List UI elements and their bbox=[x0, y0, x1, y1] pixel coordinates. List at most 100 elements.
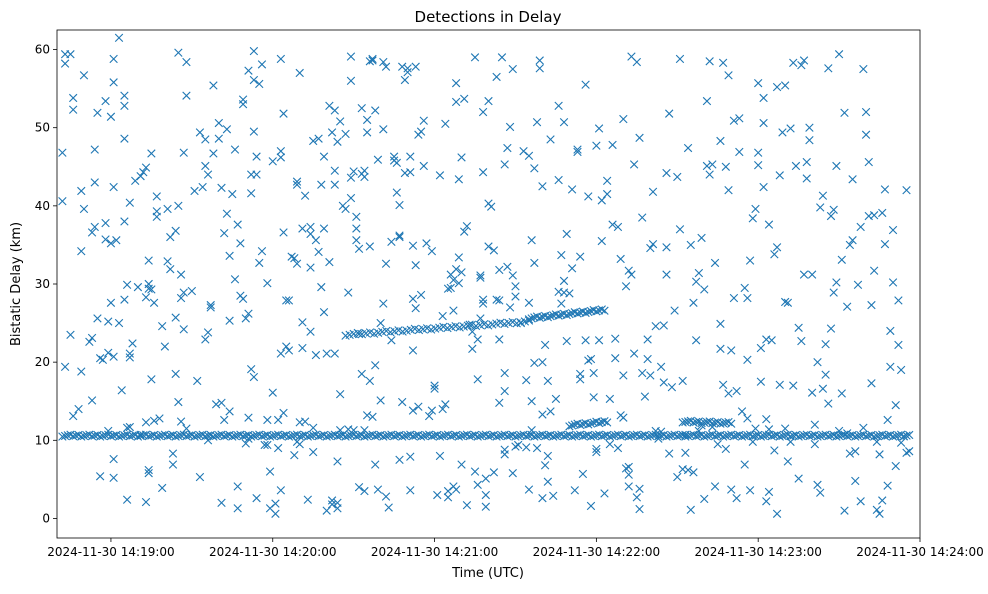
detection-point bbox=[220, 432, 229, 441]
detection-point bbox=[354, 244, 364, 254]
detection-point bbox=[379, 125, 388, 134]
detection-point bbox=[748, 214, 757, 223]
detection-point bbox=[851, 447, 860, 456]
detection-point bbox=[373, 155, 383, 164]
detection-point bbox=[816, 431, 825, 441]
detection-point bbox=[778, 431, 787, 441]
detection-point bbox=[66, 50, 75, 59]
detection-point bbox=[605, 432, 615, 441]
detection-point bbox=[683, 417, 693, 426]
detection-point bbox=[813, 432, 822, 441]
detection-point bbox=[492, 295, 501, 304]
detection-point bbox=[576, 252, 585, 261]
detection-point bbox=[333, 432, 342, 441]
detection-point bbox=[147, 285, 156, 294]
detection-point bbox=[95, 432, 105, 441]
detection-point bbox=[389, 152, 399, 161]
detection-point bbox=[594, 124, 604, 133]
detection-point bbox=[861, 432, 871, 441]
detection-point bbox=[532, 443, 542, 453]
detection-point bbox=[330, 166, 339, 175]
detection-point bbox=[236, 239, 245, 248]
detection-point bbox=[182, 432, 191, 441]
detection-point bbox=[155, 431, 164, 441]
detection-point bbox=[470, 53, 480, 62]
detection-point bbox=[93, 314, 102, 323]
detection-point bbox=[780, 81, 790, 90]
detection-point bbox=[406, 152, 415, 161]
detection-point bbox=[268, 431, 277, 441]
detection-point bbox=[257, 432, 267, 441]
detection-point bbox=[125, 198, 135, 207]
y-tick-label: 10 bbox=[35, 433, 50, 447]
detection-point bbox=[303, 495, 312, 504]
detection-point bbox=[762, 497, 771, 506]
detection-point bbox=[557, 250, 566, 260]
detection-point bbox=[780, 297, 790, 307]
detection-point bbox=[624, 482, 633, 491]
detection-point bbox=[524, 151, 534, 161]
detection-point bbox=[716, 319, 725, 329]
detection-point bbox=[500, 160, 509, 169]
detection-point bbox=[740, 431, 749, 441]
detection-point bbox=[584, 420, 593, 429]
detection-point bbox=[384, 503, 393, 512]
detection-point bbox=[454, 432, 464, 441]
detection-point bbox=[273, 443, 283, 453]
detection-point bbox=[665, 431, 674, 441]
detection-point bbox=[732, 386, 741, 396]
detection-point bbox=[511, 282, 520, 291]
detection-point bbox=[362, 115, 372, 125]
detection-point bbox=[605, 440, 615, 449]
detection-point bbox=[314, 134, 323, 143]
detection-point bbox=[263, 415, 272, 425]
detection-point bbox=[600, 417, 609, 426]
detection-point bbox=[856, 222, 865, 232]
detection-point bbox=[600, 489, 609, 498]
detection-point bbox=[260, 440, 269, 450]
detection-point bbox=[648, 187, 658, 196]
detection-point bbox=[549, 432, 558, 441]
detection-point bbox=[365, 376, 375, 386]
detection-point bbox=[249, 46, 259, 56]
detection-point bbox=[90, 145, 99, 154]
detection-point bbox=[573, 147, 582, 157]
detection-point bbox=[282, 296, 291, 305]
detection-point bbox=[678, 376, 687, 386]
detection-point bbox=[888, 278, 898, 287]
detection-point bbox=[114, 318, 124, 328]
detection-point bbox=[303, 432, 312, 441]
detection-point bbox=[737, 432, 747, 441]
detection-point bbox=[77, 186, 86, 196]
detection-point bbox=[395, 455, 404, 465]
detection-point bbox=[77, 246, 86, 256]
detection-point bbox=[322, 432, 331, 441]
detection-point bbox=[597, 432, 606, 441]
detection-point bbox=[268, 388, 277, 397]
detection-point bbox=[516, 318, 526, 328]
detection-point bbox=[511, 442, 520, 451]
detection-point bbox=[613, 443, 623, 453]
detection-point bbox=[584, 356, 593, 365]
detection-point bbox=[265, 432, 275, 441]
detection-point bbox=[465, 432, 474, 441]
detection-point bbox=[246, 364, 256, 374]
detection-point bbox=[476, 431, 485, 441]
detection-point bbox=[708, 422, 717, 432]
detection-point bbox=[867, 300, 876, 310]
detection-point bbox=[106, 298, 116, 307]
detection-point bbox=[581, 308, 590, 318]
detection-point bbox=[584, 307, 593, 317]
detection-point bbox=[174, 48, 183, 57]
detection-point bbox=[468, 344, 477, 354]
detection-point bbox=[395, 231, 404, 240]
detection-point bbox=[821, 370, 830, 379]
detection-point bbox=[495, 335, 504, 344]
detection-point bbox=[430, 384, 439, 393]
detection-point bbox=[319, 307, 329, 317]
detection-point bbox=[656, 427, 666, 436]
detection-point bbox=[306, 229, 315, 239]
detection-point bbox=[613, 222, 623, 232]
detection-point bbox=[419, 431, 428, 441]
detection-point bbox=[783, 457, 793, 466]
